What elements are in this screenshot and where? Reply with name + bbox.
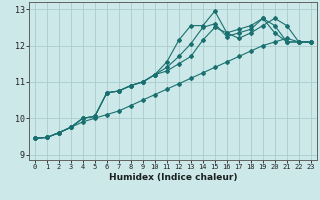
X-axis label: Humidex (Indice chaleur): Humidex (Indice chaleur) — [108, 173, 237, 182]
